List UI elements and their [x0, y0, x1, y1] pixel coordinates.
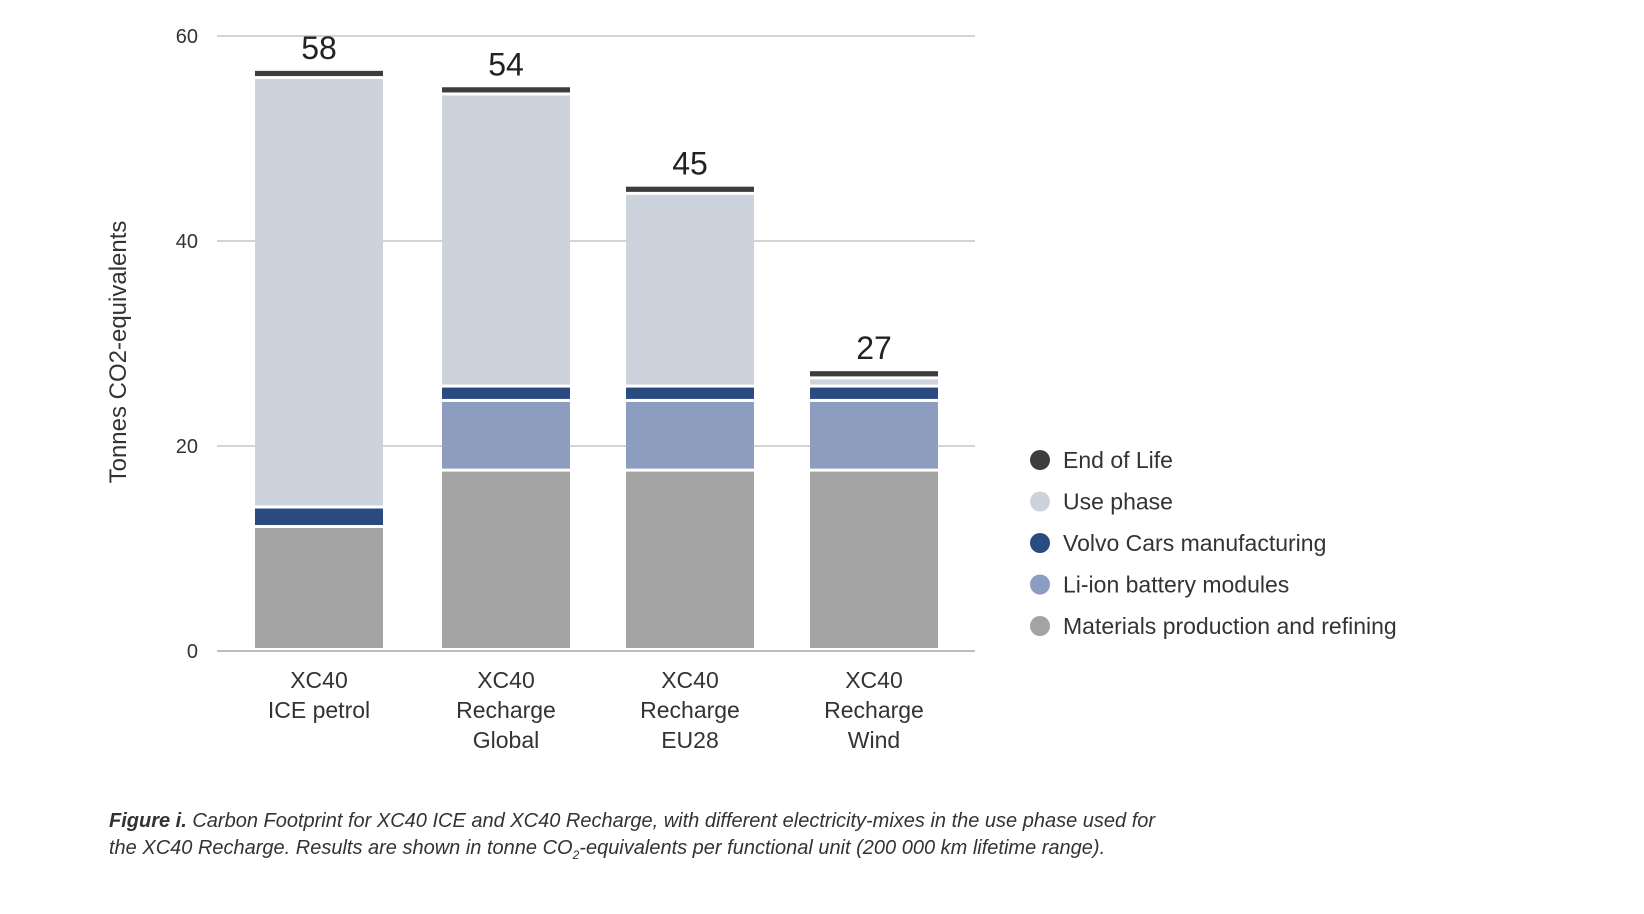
x-category-line: Wind	[848, 727, 900, 753]
x-category-label: XC40 Recharge EU28	[640, 667, 740, 753]
bar-segment-li-ion-battery-modules	[810, 401, 938, 469]
legend: End of Life Use phase Volvo Cars manufactu…	[1030, 447, 1397, 639]
bars	[255, 70, 938, 648]
bar-segment-materials-production-and-refining	[810, 471, 938, 648]
bar-segment-volvo-cars-manufacturing	[442, 387, 570, 399]
caption-label: Figure i.	[109, 810, 187, 832]
bar-total-label: 58	[301, 30, 337, 66]
x-category-line: Recharge	[824, 697, 924, 723]
bar-segment-volvo-cars-manufacturing	[255, 508, 383, 525]
caption-text-2a: the XC40 Recharge. Results are shown in …	[109, 837, 573, 859]
x-category-line: XC40	[845, 667, 903, 693]
bar-total-label: 45	[672, 146, 708, 182]
y-tick-label: 60	[176, 26, 198, 48]
legend-label: End of Life	[1063, 447, 1173, 473]
bar-totals: 58 54 45 27	[301, 30, 892, 366]
caption-subscript: 2	[572, 848, 580, 862]
x-category-line: Recharge	[456, 697, 556, 723]
y-tick-label: 40	[176, 231, 198, 253]
bar-segment-use-phase	[442, 95, 570, 385]
caption-line-2: the XC40 Recharge. Results are shown in …	[109, 835, 1309, 869]
bar-segment-use-phase	[810, 379, 938, 385]
figure-caption: Figure i. Carbon Footprint for XC40 ICE …	[109, 808, 1309, 869]
x-category-line: ICE petrol	[268, 697, 370, 723]
x-axis-categories: XC40 ICE petrol XC40 Recharge Global XC40 Rech…	[268, 667, 924, 753]
y-tick-label: 0	[187, 641, 198, 663]
x-category-label: XC40 Recharge Global	[456, 667, 556, 753]
x-category-line: XC40	[290, 667, 348, 693]
y-axis-ticks: 0 20 40 60	[176, 26, 198, 663]
bar-segment-li-ion-battery-modules	[442, 401, 570, 469]
bar-segment-end-of-life	[255, 70, 383, 77]
bar-segment-materials-production-and-refining	[626, 471, 754, 648]
caption-text-1: Carbon Footprint for XC40 ICE and XC40 R…	[186, 810, 1156, 832]
caption-text-2b: -equivalents per functional unit (200 00…	[579, 837, 1106, 859]
bar-segment-volvo-cars-manufacturing	[810, 387, 938, 399]
caption-line-1: Figure i. Carbon Footprint for XC40 ICE …	[109, 808, 1309, 835]
legend-marker	[1030, 616, 1050, 636]
bar-total-label: 27	[856, 330, 892, 366]
legend-label: Materials production and refining	[1063, 613, 1397, 639]
x-category-line: Global	[473, 727, 539, 753]
x-category-line: Recharge	[640, 697, 740, 723]
legend-marker	[1030, 574, 1050, 595]
bar-segment-end-of-life	[810, 371, 938, 377]
bar-segment-use-phase	[626, 194, 754, 385]
bar-segment-end-of-life	[626, 186, 754, 192]
bar-segment-materials-production-and-refining	[442, 471, 570, 648]
legend-marker	[1030, 533, 1050, 553]
x-category-line: XC40	[661, 667, 719, 693]
legend-label: Use phase	[1063, 489, 1173, 515]
legend-label: Li-ion battery modules	[1063, 572, 1289, 598]
legend-label: Volvo Cars manufacturing	[1063, 530, 1326, 556]
bar-segment-li-ion-battery-modules	[626, 401, 754, 469]
legend-marker	[1030, 491, 1050, 512]
bar-total-label: 54	[488, 46, 524, 82]
x-category-label: XC40 ICE petrol	[268, 667, 370, 723]
bar-segment-use-phase	[255, 79, 383, 506]
bar-segment-end-of-life	[442, 87, 570, 93]
x-category-label: XC40 Recharge Wind	[824, 667, 924, 753]
bar-segment-volvo-cars-manufacturing	[626, 387, 754, 399]
y-axis-label: Tonnes CO2-equivalents	[105, 221, 132, 484]
y-tick-label: 20	[176, 436, 198, 458]
bar-segment-materials-production-and-refining	[255, 528, 383, 648]
legend-marker	[1030, 450, 1050, 470]
x-category-line: XC40	[477, 667, 535, 693]
x-category-line: EU28	[661, 727, 719, 753]
